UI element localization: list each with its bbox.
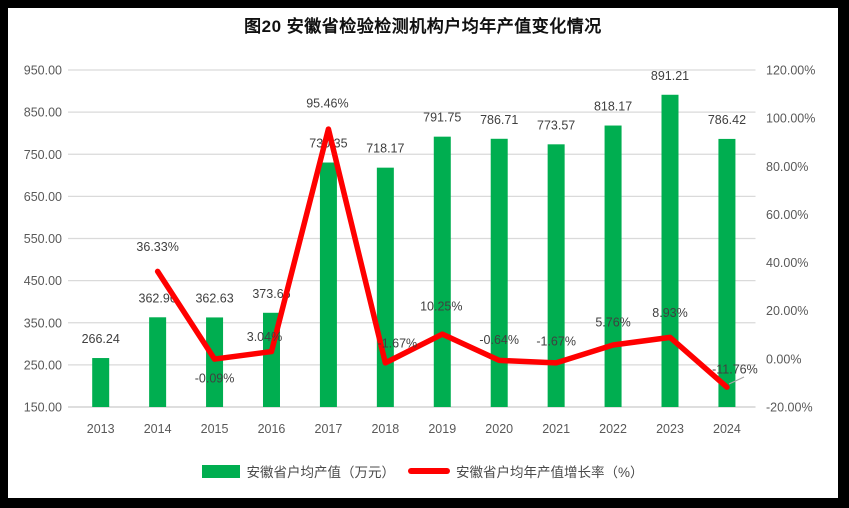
x-axis-label: 2020 (485, 422, 513, 436)
x-axis-label: 2019 (428, 422, 456, 436)
legend-label-line-series: 安徽省户均年产值增长率（%） (455, 465, 644, 480)
right-axis-tick: 40.00% (766, 256, 808, 270)
bar-value-label: 786.42 (708, 113, 746, 127)
growth-rate-label: 8.93% (652, 306, 687, 320)
growth-rate-label: -1.67% (536, 334, 576, 348)
bar-2023 (661, 94, 679, 407)
left-axis-tick: 950.00 (24, 64, 62, 78)
bar-2022 (604, 125, 622, 407)
bar-value-label: 373.66 (252, 287, 290, 301)
left-axis-tick: 850.00 (24, 106, 62, 120)
legend-item-bar-series: 安徽省户均产值（万元） (202, 461, 395, 481)
bar-2019 (433, 136, 451, 407)
bar-value-label: 891.21 (651, 69, 689, 83)
right-axis-tick: 20.00% (766, 304, 808, 318)
bar-value-label: 718.17 (366, 142, 404, 156)
x-axis-label: 2014 (144, 422, 172, 436)
line-series-swatch (407, 468, 450, 474)
left-axis-tick: 550.00 (24, 232, 62, 246)
x-axis-label: 2015 (201, 422, 229, 436)
x-axis-label: 2017 (315, 422, 343, 436)
bar-2013 (92, 358, 110, 407)
left-axis-tick: 250.00 (24, 358, 62, 372)
bar-value-label: 818.17 (594, 100, 632, 114)
right-axis-tick: -20.00% (766, 401, 813, 415)
x-axis-label: 2022 (599, 422, 627, 436)
growth-rate-label: -11.76% (712, 363, 758, 377)
growth-rate-label: -0.64% (479, 333, 519, 347)
bar-2020 (490, 138, 508, 407)
x-axis-label: 2016 (258, 422, 286, 436)
chart-title: 图20 安徽省检验检测机构户均年产值变化情况 (244, 17, 602, 36)
label-leader-line (728, 376, 745, 385)
bar-value-label: 362.63 (195, 291, 233, 305)
bar-2015 (206, 317, 224, 407)
legend-item-line-series: 安徽省户均年产值增长率（%） (407, 461, 644, 481)
bar-2021 (547, 144, 565, 407)
bar-2014 (149, 317, 167, 407)
chart-background (8, 8, 838, 498)
bar-value-label: 773.57 (537, 118, 575, 132)
chart-legend: 安徽省户均产值（万元） 安徽省户均年产值增长率（%） (8, 458, 838, 484)
bar-series-swatch (202, 464, 241, 478)
left-axis-tick: 450.00 (24, 274, 62, 288)
growth-rate-label: 3.04% (247, 330, 282, 344)
bar-2024 (718, 138, 736, 407)
left-axis-tick: 650.00 (24, 190, 62, 204)
x-axis-label: 2021 (542, 422, 570, 436)
right-axis-tick: 80.00% (766, 160, 808, 174)
bar-value-label: 362.96 (139, 291, 177, 305)
x-axis-label: 2023 (656, 422, 684, 436)
bar-2018 (376, 167, 394, 407)
growth-rate-label: -0.09% (195, 372, 235, 386)
left-axis-tick: 750.00 (24, 148, 62, 162)
bar-value-label: 266.24 (82, 332, 120, 346)
growth-rate-label: 95.46% (306, 97, 348, 111)
growth-rate-line (154, 126, 730, 390)
right-axis-tick: 60.00% (766, 208, 808, 222)
bar-value-label: 791.75 (423, 111, 461, 125)
bar-value-label: 786.71 (480, 113, 518, 127)
legend-label-bar-series: 安徽省户均产值（万元） (246, 465, 395, 480)
x-axis-label: 2018 (371, 422, 399, 436)
x-axis-label: 2024 (713, 422, 741, 436)
growth-rate-label: 36.33% (136, 240, 178, 254)
right-axis-tick: 120.00% (766, 64, 815, 78)
growth-rate-label: 10.25% (420, 300, 462, 314)
growth-rate-label: 5.76% (595, 315, 630, 329)
x-axis-label: 2013 (87, 422, 115, 436)
growth-rate-label: -1.67% (378, 336, 418, 350)
left-axis-tick: 350.00 (24, 316, 62, 330)
left-axis-tick: 150.00 (24, 401, 62, 415)
right-axis-tick: 0.00% (766, 352, 801, 366)
bar-value-label: 730.35 (309, 137, 347, 151)
bar-2017 (319, 162, 337, 407)
right-axis-tick: 100.00% (766, 112, 815, 126)
